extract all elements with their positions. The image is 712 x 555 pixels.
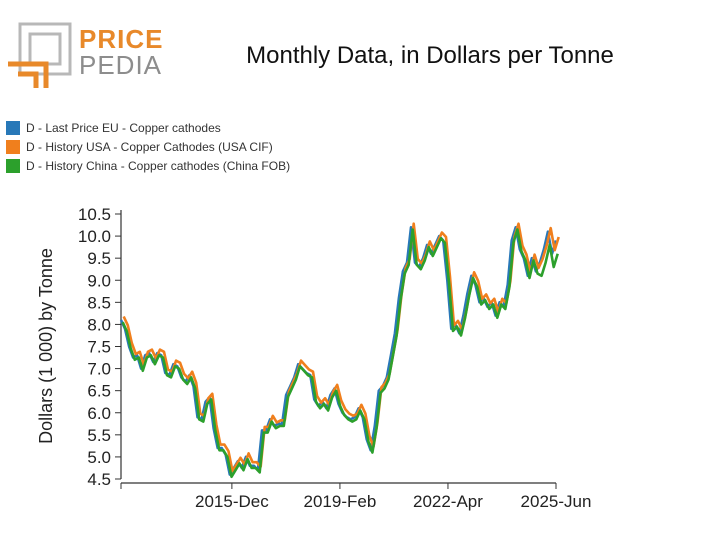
logo-text-pedia: PEDIA (79, 50, 163, 80)
chart-title: Monthly Data, in Dollars per Tonne (246, 42, 614, 69)
x-tick-label: 2022-Apr (413, 492, 483, 511)
x-tick-label: 2025-Jun (521, 492, 592, 511)
chart-legend: D - Last Price EU - Copper cathodes D - … (6, 118, 290, 175)
y-tick-label: 5.5 (87, 426, 111, 445)
legend-label-usa: D - History USA - Copper Cathodes (USA C… (26, 139, 273, 154)
series-line-2 (121, 228, 559, 479)
y-tick-label: 10.5 (78, 205, 111, 224)
chart-axes: 10.5 10.0 9.5 9.0 8.5 8.0 7.5 7.0 6.5 6.0 5.5 5.0 4.… (78, 205, 592, 511)
legend-item-china[interactable]: D - History China - Copper cathodes (Chi… (6, 156, 290, 175)
y-tick-label: 5.0 (87, 448, 111, 467)
y-tick-label: 6.0 (87, 404, 111, 423)
y-tick-label: 9.5 (87, 249, 111, 268)
legend-swatch-china (6, 158, 20, 173)
y-tick-label: 8.0 (87, 315, 111, 334)
legend-swatch-eu (6, 120, 20, 135)
chart-series-lines (119, 222, 560, 479)
series-line-0 (119, 226, 558, 476)
y-tick-label: 9.0 (87, 271, 111, 290)
logo-mark-icon (8, 22, 72, 88)
logo-text-price: PRICE (79, 24, 164, 54)
y-tick-label: 10.0 (78, 227, 111, 246)
x-tick-label: 2015-Dec (195, 492, 269, 511)
series-line-1 (122, 222, 560, 473)
y-tick-label: 7.5 (87, 338, 111, 357)
y-tick-label: 6.5 (87, 382, 111, 401)
legend-swatch-usa (6, 139, 20, 154)
y-axis-title: Dollars (1 000) by Tonne (36, 248, 56, 444)
x-tick-label: 2019-Feb (304, 492, 377, 511)
legend-item-eu[interactable]: D - Last Price EU - Copper cathodes (6, 118, 290, 137)
legend-label-china: D - History China - Copper cathodes (Chi… (26, 158, 291, 173)
legend-label-eu: D - Last Price EU - Copper cathodes (26, 120, 221, 135)
y-tick-label: 4.5 (87, 470, 111, 489)
pricepedia-logo: PRICE PEDIA (6, 22, 166, 92)
y-tick-label: 7.0 (87, 360, 111, 379)
legend-item-usa[interactable]: D - History USA - Copper Cathodes (USA C… (6, 137, 290, 156)
y-tick-label: 8.5 (87, 293, 111, 312)
